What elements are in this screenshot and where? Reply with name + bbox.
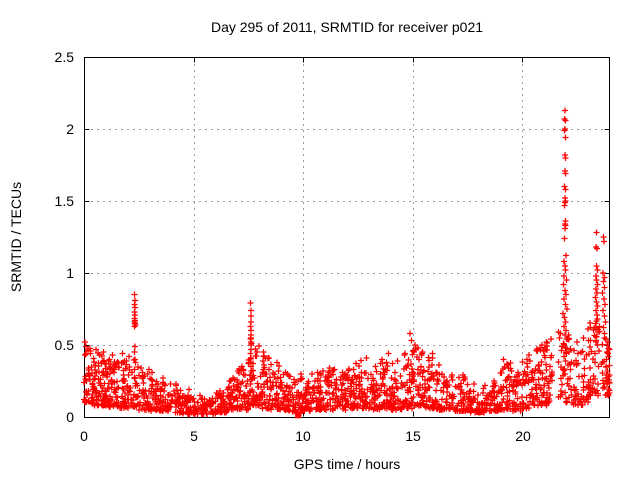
- x-tick-label-15: 15: [405, 428, 421, 444]
- y-tick-label-0-5: 0.5: [54, 337, 74, 353]
- x-axis-label: GPS time / hours: [293, 456, 401, 472]
- y-tick-label-2-5: 2.5: [54, 49, 74, 65]
- axis-ticks: [84, 57, 610, 418]
- y-tick-label-1-5: 1.5: [54, 193, 74, 209]
- y-tick-label-1: 1: [66, 265, 74, 281]
- y-tick-label-0: 0: [66, 409, 74, 425]
- x-tick-label-20: 20: [515, 428, 531, 444]
- scatter-points: [81, 107, 613, 417]
- x-tick-label-5: 5: [190, 428, 198, 444]
- chart-title: Day 295 of 2011, SRMTID for receiver p02…: [210, 19, 484, 35]
- x-tick-label-10: 10: [295, 428, 311, 444]
- y-axis-label-text: SRMTID / TECUs: [8, 181, 24, 293]
- y-tick-label-2: 2: [66, 121, 74, 137]
- plot-border: [84, 57, 610, 418]
- square-point-marker: [295, 412, 302, 419]
- x-tick-label-0: 0: [80, 428, 88, 444]
